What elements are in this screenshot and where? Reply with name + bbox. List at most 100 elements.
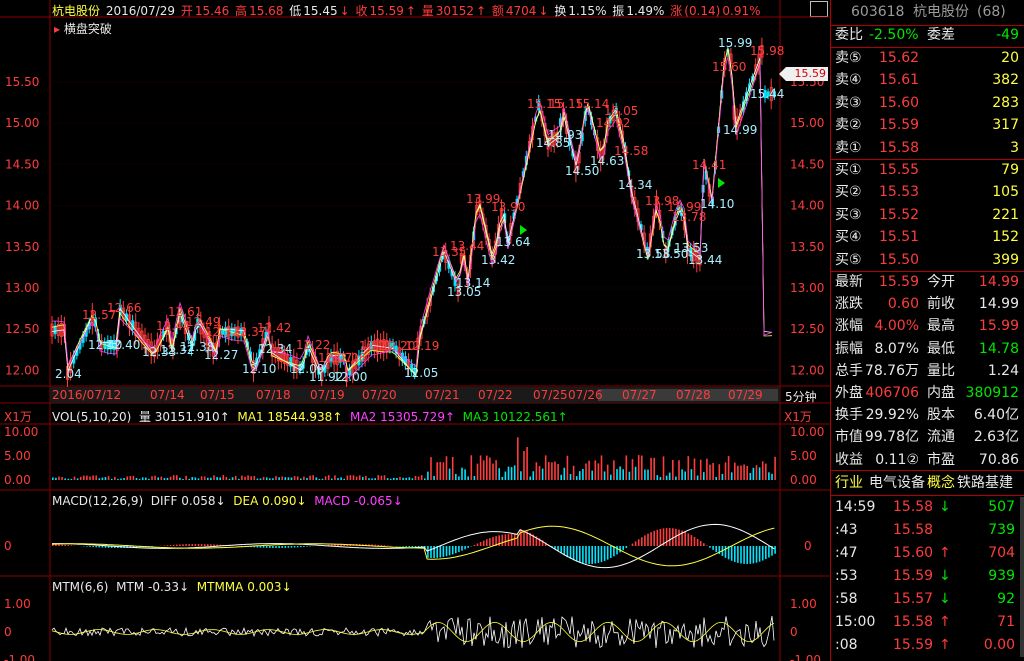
macd-bar — [560, 546, 562, 554]
vol-label: 量 — [421, 4, 434, 18]
macd-bar — [498, 535, 500, 546]
high-price-label: 15.98 — [750, 44, 784, 58]
weibi-value: -2.50% — [869, 27, 919, 43]
volume-bar — [420, 475, 423, 480]
candle-body — [549, 135, 553, 147]
candle-body — [310, 348, 314, 363]
macd-bar — [693, 536, 696, 546]
volume-bar — [176, 475, 178, 480]
volume-bar — [371, 478, 373, 480]
macd-bar — [436, 546, 438, 558]
macd-bar — [405, 546, 407, 547]
macd-bar — [631, 543, 634, 546]
volume-bar — [207, 477, 209, 480]
stat-label: 前收 — [927, 296, 955, 313]
volume-bar — [740, 465, 742, 480]
macd-bar — [52, 544, 54, 546]
volume-bar — [548, 461, 550, 480]
macd-bar — [656, 529, 659, 546]
low-price-label: 14.63 — [590, 154, 624, 168]
macd-bar — [718, 546, 721, 555]
macd-bar — [582, 546, 584, 564]
volume-bar — [746, 465, 748, 480]
industry-value[interactable]: 电气设备 — [869, 475, 925, 491]
macd-bar — [58, 544, 60, 546]
low-price-label: 12.27 — [204, 348, 238, 362]
volume-bar — [321, 478, 324, 480]
volume-bar — [681, 469, 683, 480]
candle-body — [546, 136, 550, 150]
candle-body — [239, 327, 243, 337]
volume-bar — [256, 478, 259, 480]
volume-bar — [424, 478, 426, 480]
volume-bar — [166, 477, 169, 480]
ma1-value: 18544.938 — [267, 410, 333, 424]
volume-bar — [86, 475, 88, 480]
volume-bar — [659, 476, 662, 480]
tick-price: 15.58 — [893, 522, 934, 538]
stat-row: 市值 99.78亿 流通 2.63亿 — [831, 426, 1024, 449]
volume-bar — [709, 464, 711, 480]
date-tick: 07/27 — [622, 388, 657, 402]
stat-row: 最新 15.59 今开 14.99 — [831, 271, 1024, 294]
volume-bar — [758, 467, 761, 480]
volume-bar — [138, 478, 141, 480]
tick-volume: 0.00 — [983, 637, 1015, 653]
macd-bar — [256, 546, 259, 548]
macd-bar — [690, 535, 693, 546]
macd-bar — [768, 546, 770, 558]
macd-bar — [216, 544, 218, 546]
stat-label: 振幅 — [835, 340, 863, 357]
mtm-tick-right: 0 — [790, 625, 798, 639]
macd-bar — [61, 544, 63, 546]
macd-bar — [300, 546, 302, 548]
stat-value: 29.92% — [865, 407, 919, 424]
volume-bar — [79, 476, 82, 480]
volume-bar — [95, 475, 97, 480]
low-price-label: 13.42 — [481, 253, 515, 267]
period-label[interactable]: 5分钟 — [785, 390, 817, 404]
volume-bar — [389, 478, 392, 480]
volume-bar — [154, 475, 156, 480]
concept-value[interactable]: 铁路基建 — [957, 475, 1013, 491]
volume-bar — [386, 478, 389, 480]
volume-bar — [337, 478, 339, 480]
scrollbar-thumb[interactable] — [598, 389, 778, 401]
macd-bar — [761, 546, 764, 561]
stat-label: 内盘 — [927, 385, 955, 401]
volume-bar — [585, 463, 587, 480]
macd-bar — [566, 546, 569, 558]
tick-scrollbar[interactable] — [1020, 497, 1024, 657]
macd-bar — [172, 544, 175, 546]
stat-label: 股本 — [927, 407, 955, 424]
macd-bar — [464, 546, 466, 550]
volume-bar — [402, 477, 404, 480]
macd-bar — [114, 546, 116, 548]
high-price-label: 15.15 — [527, 97, 561, 111]
volume-bar — [408, 477, 411, 480]
volume-bar — [650, 457, 652, 480]
volume-bar — [771, 473, 773, 480]
volume-bar — [281, 476, 283, 480]
volume-bar — [393, 477, 395, 480]
volume-bar — [743, 464, 745, 480]
volume-bar — [352, 475, 355, 480]
candle-body — [354, 358, 358, 370]
stat-label: 流通 — [927, 429, 955, 446]
volume-bar — [727, 456, 730, 480]
macd-bar — [424, 546, 426, 548]
volume-bar — [544, 455, 547, 480]
volume-bar — [551, 462, 553, 480]
candle-body — [500, 207, 504, 223]
volume-bar — [73, 476, 76, 480]
vol-tick-left: 10.00 — [4, 425, 38, 439]
volume-bar — [331, 478, 333, 480]
macd-bar — [476, 543, 479, 546]
candle-body — [149, 341, 153, 356]
mtmma-line — [51, 621, 775, 643]
tick-price: 15.60 — [893, 545, 934, 561]
amp-label: 振 — [612, 4, 625, 18]
macd-bar — [104, 546, 107, 548]
volume-bar — [749, 473, 752, 480]
